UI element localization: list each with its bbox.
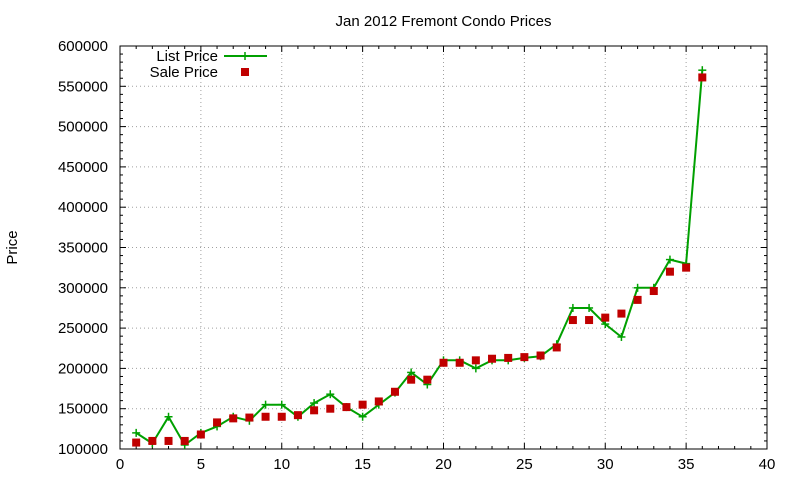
data-point-list-price (277, 400, 286, 409)
series-layer (132, 66, 707, 449)
y-tick-label: 600000 (58, 38, 108, 55)
x-tick-label: 15 (354, 456, 371, 473)
data-point-sale-price (277, 412, 286, 421)
data-point-sale-price (229, 414, 238, 423)
legend-marker-sale-price (241, 68, 249, 76)
data-point-sale-price (148, 436, 157, 445)
legend-marker-list-price (241, 52, 249, 60)
data-point-sale-price (568, 316, 577, 325)
data-point-sale-price (293, 411, 302, 420)
data-point-sale-price (471, 356, 480, 365)
data-point-sale-price (390, 387, 399, 396)
y-tick-label: 250000 (58, 320, 108, 337)
y-tick-label: 300000 (58, 280, 108, 297)
data-point-sale-price (196, 430, 205, 439)
y-axis-label: Price (4, 230, 21, 264)
x-tick-label: 25 (516, 456, 533, 473)
legend: List Price Sale Price (150, 48, 267, 81)
x-tick-label: 0 (116, 456, 124, 473)
data-point-sale-price (213, 418, 222, 427)
y-tick-label: 450000 (58, 159, 108, 176)
data-point-sale-price (439, 358, 448, 367)
data-point-list-price (164, 412, 173, 421)
data-point-sale-price (552, 343, 561, 352)
data-point-list-price (698, 66, 707, 75)
data-point-sale-price (649, 287, 658, 296)
data-point-sale-price (585, 316, 594, 325)
data-point-sale-price (164, 436, 173, 445)
data-point-sale-price (665, 267, 674, 276)
chart-title: Jan 2012 Fremont Condo Prices (336, 13, 552, 30)
data-point-sale-price (358, 400, 367, 409)
legend-label-sale-price: Sale Price (150, 64, 218, 81)
y-tick-label: 350000 (58, 240, 108, 257)
x-tick-label: 30 (597, 456, 614, 473)
data-point-sale-price (423, 375, 432, 384)
data-point-sale-price (455, 358, 464, 367)
data-point-sale-price (633, 295, 642, 304)
x-tick-label: 20 (435, 456, 452, 473)
data-point-list-price (407, 368, 416, 377)
data-point-list-price (358, 412, 367, 421)
legend-plus-marker (241, 52, 249, 60)
y-tick-label: 100000 (58, 441, 108, 458)
data-point-list-price (665, 255, 674, 264)
y-tick-label: 500000 (58, 119, 108, 136)
data-point-sale-price (504, 353, 513, 362)
x-tick-label: 5 (197, 456, 205, 473)
data-point-sale-price (132, 438, 141, 447)
data-point-sale-price (536, 351, 545, 360)
y-tick-label: 150000 (58, 401, 108, 418)
data-point-sale-price (180, 436, 189, 445)
data-point-list-price (261, 400, 270, 409)
data-point-list-price (326, 390, 335, 399)
data-point-sale-price (682, 263, 691, 272)
axis-ticks: 0 5 10 15 20 25 30 35 40 100000 150000 200000 250000… (58, 38, 775, 473)
data-point-sale-price (261, 412, 270, 421)
y-tick-label: 400000 (58, 199, 108, 216)
x-tick-label: 40 (759, 456, 776, 473)
data-point-sale-price (245, 413, 254, 422)
data-point-sale-price (407, 375, 416, 384)
data-point-list-price (633, 283, 642, 292)
y-tick-label: 200000 (58, 360, 108, 377)
legend-label-list-price: List Price (156, 48, 218, 65)
data-point-sale-price (617, 309, 626, 318)
data-point-sale-price (698, 73, 707, 82)
data-point-sale-price (326, 404, 335, 413)
data-point-sale-price (310, 406, 319, 415)
data-point-sale-price (374, 397, 383, 406)
data-point-sale-price (342, 403, 351, 412)
series-line-list-price (135, 70, 704, 446)
grid-lines (120, 46, 767, 449)
data-point-list-price (617, 332, 626, 341)
x-tick-label: 10 (273, 456, 290, 473)
data-point-sale-price (601, 313, 610, 322)
data-point-sale-price (488, 354, 497, 363)
data-point-sale-price (520, 353, 529, 362)
data-point-list-price (132, 428, 141, 437)
y-tick-label: 550000 (58, 78, 108, 95)
data-point-list-price (471, 364, 480, 373)
x-tick-label: 35 (678, 456, 695, 473)
data-point-list-price (568, 303, 577, 312)
data-point-list-price (585, 303, 594, 312)
data-point-list-price (310, 399, 319, 408)
